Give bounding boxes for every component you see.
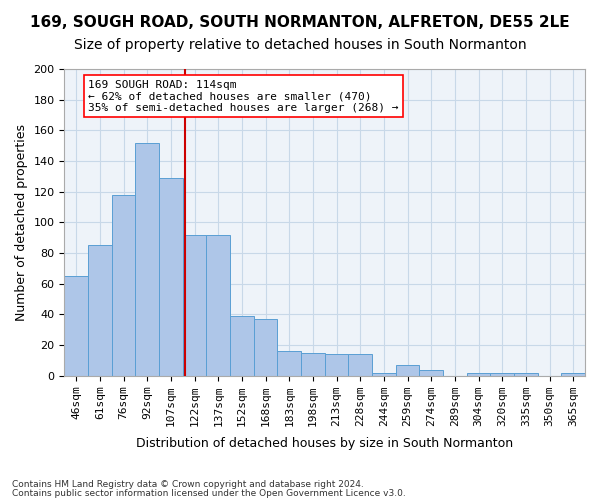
Bar	[112, 194, 136, 376]
Bar	[136, 142, 159, 376]
Text: Size of property relative to detached houses in South Normanton: Size of property relative to detached ho…	[74, 38, 526, 52]
Bar	[467, 372, 490, 376]
Bar	[64, 276, 88, 376]
Text: Contains public sector information licensed under the Open Government Licence v3: Contains public sector information licen…	[12, 488, 406, 498]
Bar	[562, 372, 585, 376]
Y-axis label: Number of detached properties: Number of detached properties	[15, 124, 28, 321]
Bar	[325, 354, 349, 376]
Bar	[206, 234, 230, 376]
Bar	[88, 246, 112, 376]
Bar	[230, 316, 254, 376]
Bar	[349, 354, 372, 376]
Text: Contains HM Land Registry data © Crown copyright and database right 2024.: Contains HM Land Registry data © Crown c…	[12, 480, 364, 489]
Bar	[372, 372, 395, 376]
X-axis label: Distribution of detached houses by size in South Normanton: Distribution of detached houses by size …	[136, 437, 513, 450]
Bar	[183, 234, 206, 376]
Text: 169, SOUGH ROAD, SOUTH NORMANTON, ALFRETON, DE55 2LE: 169, SOUGH ROAD, SOUTH NORMANTON, ALFRET…	[30, 15, 570, 30]
Text: 169 SOUGH ROAD: 114sqm
← 62% of detached houses are smaller (470)
35% of semi-de: 169 SOUGH ROAD: 114sqm ← 62% of detached…	[88, 80, 398, 113]
Bar	[159, 178, 183, 376]
Bar	[490, 372, 514, 376]
Bar	[277, 351, 301, 376]
Bar	[254, 319, 277, 376]
Bar	[419, 370, 443, 376]
Bar	[395, 365, 419, 376]
Bar	[301, 352, 325, 376]
Bar	[514, 372, 538, 376]
